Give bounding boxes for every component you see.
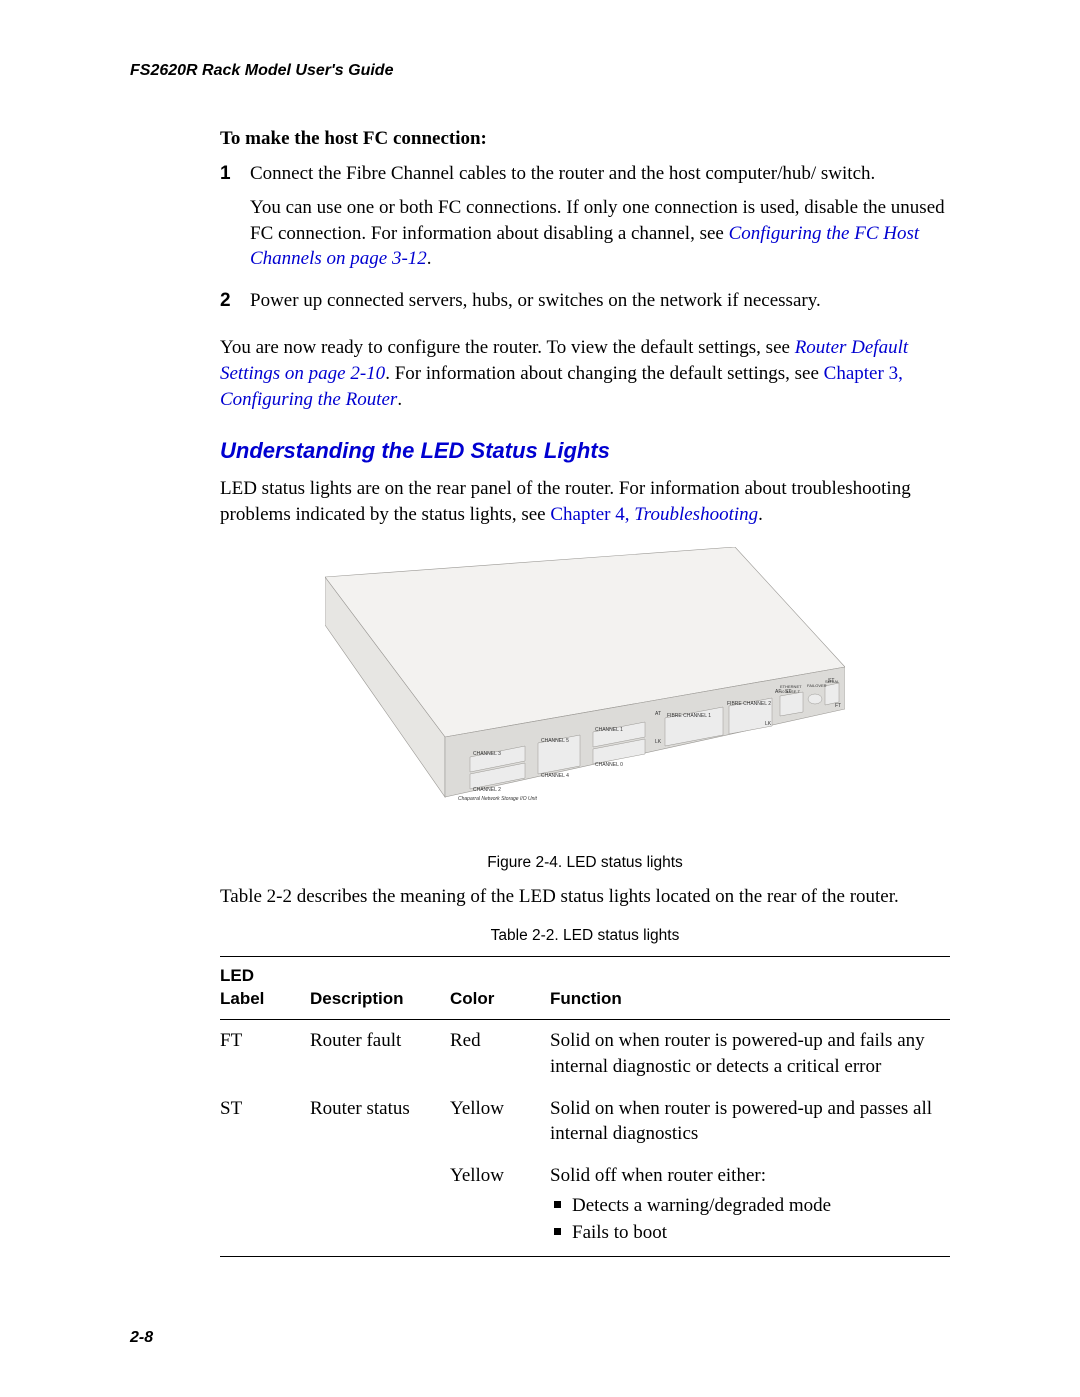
svg-text:FAILOVER: FAILOVER	[807, 683, 827, 688]
cell-func: Solid on when router is powered-up and p…	[550, 1088, 950, 1155]
svg-text:Chaparral Network Storage I/O: Chaparral Network Storage I/O Unit	[458, 796, 538, 802]
section-heading-led: Understanding the LED Status Lights	[220, 436, 950, 466]
step-1-text-1: Connect the Fibre Channel cables to the …	[250, 161, 950, 187]
step-1-number: 1	[220, 161, 250, 280]
post-steps-b: . For information about changing the def…	[385, 363, 823, 384]
svg-text:LK: LK	[765, 721, 772, 727]
step-1-text-2b: .	[427, 248, 432, 269]
th-description: Description	[310, 957, 450, 1020]
svg-text:CHANNEL 0: CHANNEL 0	[595, 762, 623, 768]
link-troubleshooting[interactable]: Troubleshooting	[634, 504, 758, 525]
table-row: FT Router fault Red Solid on when router…	[220, 1020, 950, 1088]
section-led-paragraph: LED status lights are on the rear panel …	[220, 476, 950, 527]
svg-text:FIBRE CHANNEL 1: FIBRE CHANNEL 1	[667, 713, 711, 719]
table-header-row: LEDLabel Description Color Function	[220, 957, 950, 1020]
cell-func: Solid on when router is powered-up and f…	[550, 1020, 950, 1088]
cell-desc	[310, 1155, 450, 1256]
step-2-number: 2	[220, 288, 250, 322]
cell-desc: Router status	[310, 1088, 450, 1155]
table-row: ST Router status Yellow Solid on when ro…	[220, 1088, 950, 1155]
svg-text:FIBRE CHANNEL 2: FIBRE CHANNEL 2	[727, 701, 771, 707]
running-header: FS2620R Rack Model User's Guide	[130, 60, 950, 82]
figure-2-4-caption: Figure 2-4. LED status lights	[220, 853, 950, 874]
svg-text:CHANNEL 3: CHANNEL 3	[473, 751, 501, 757]
link-chapter-3[interactable]: Chapter 3,	[824, 363, 903, 384]
cell-desc: Router fault	[310, 1020, 450, 1088]
table-2-2: LEDLabel Description Color Function FT R…	[220, 956, 950, 1256]
svg-text:10 BASE-T: 10 BASE-T	[780, 689, 801, 694]
cell-func-bullets: Detects a warning/degraded mode Fails to…	[550, 1193, 940, 1246]
step-2-body: Power up connected servers, hubs, or swi…	[250, 288, 950, 322]
led-p1b: .	[758, 504, 763, 525]
th-function: Function	[550, 957, 950, 1020]
table-2-2-caption: Table 2-2. LED status lights	[220, 926, 950, 947]
bullet-item: Fails to boot	[550, 1220, 940, 1246]
svg-text:CHANNEL 1: CHANNEL 1	[595, 727, 623, 733]
step-1-body: Connect the Fibre Channel cables to the …	[250, 161, 950, 280]
svg-text:FT: FT	[835, 703, 841, 709]
cell-func: Solid off when router either: Detects a …	[550, 1155, 950, 1256]
cell-color: Yellow	[450, 1155, 550, 1256]
svg-text:CHANNEL 2: CHANNEL 2	[473, 787, 501, 793]
post-figure-paragraph: Table 2-2 describes the meaning of the L…	[220, 884, 950, 910]
step-1: 1 Connect the Fibre Channel cables to th…	[220, 161, 950, 280]
fc-connection-steps: 1 Connect the Fibre Channel cables to th…	[220, 161, 950, 321]
page: FS2620R Rack Model User's Guide To make …	[0, 0, 1080, 1397]
cell-color: Red	[450, 1020, 550, 1088]
th-color: Color	[450, 957, 550, 1020]
svg-text:CHANNEL 4: CHANNEL 4	[541, 773, 569, 779]
cell-label: ST	[220, 1088, 310, 1155]
fc-connection-heading: To make the host FC connection:	[220, 126, 950, 152]
cell-func-text: Solid off when router either:	[550, 1165, 766, 1186]
svg-text:AT: AT	[655, 711, 661, 717]
router-rear-panel-icon: CHANNEL 3 CHANNEL 2 CHANNEL 5 CHANNEL 4 …	[325, 547, 845, 837]
step-1-text-2: You can use one or both FC connections. …	[250, 195, 950, 272]
page-number: 2-8	[130, 1327, 153, 1349]
cell-color: Yellow	[450, 1088, 550, 1155]
cell-label	[220, 1155, 310, 1256]
svg-text:CHANNEL 5: CHANNEL 5	[541, 738, 569, 744]
table-row: Yellow Solid off when router either: Det…	[220, 1155, 950, 1256]
post-steps-paragraph: You are now ready to configure the route…	[220, 335, 950, 412]
svg-text:ST: ST	[828, 678, 834, 684]
step-2-text-1: Power up connected servers, hubs, or swi…	[250, 288, 950, 314]
th-led-label-text: LEDLabel	[220, 966, 264, 1008]
post-steps-a: You are now ready to configure the route…	[220, 337, 795, 358]
bullet-item: Detects a warning/degraded mode	[550, 1193, 940, 1219]
step-2: 2 Power up connected servers, hubs, or s…	[220, 288, 950, 322]
page-content: To make the host FC connection: 1 Connec…	[130, 126, 950, 1257]
cell-label: FT	[220, 1020, 310, 1088]
link-configuring-router[interactable]: Configuring the Router	[220, 389, 397, 410]
th-led-label: LEDLabel	[220, 957, 310, 1020]
figure-2-4: CHANNEL 3 CHANNEL 2 CHANNEL 5 CHANNEL 4 …	[325, 547, 845, 845]
link-chapter-4[interactable]: Chapter 4,	[550, 504, 634, 525]
post-steps-c: .	[397, 389, 402, 410]
svg-text:LK: LK	[655, 739, 662, 745]
